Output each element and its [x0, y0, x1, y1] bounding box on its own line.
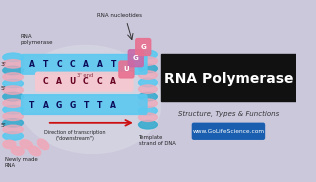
Text: RNA nucleotides: RNA nucleotides: [97, 13, 142, 18]
Ellipse shape: [3, 125, 23, 134]
Ellipse shape: [3, 99, 23, 107]
Ellipse shape: [3, 86, 23, 94]
Text: 3': 3': [1, 62, 7, 67]
Ellipse shape: [139, 113, 157, 121]
FancyBboxPatch shape: [21, 54, 147, 74]
Text: C: C: [42, 77, 48, 86]
Text: G: G: [56, 100, 62, 110]
FancyBboxPatch shape: [192, 123, 264, 139]
FancyBboxPatch shape: [36, 72, 133, 91]
Ellipse shape: [11, 147, 24, 155]
Text: C: C: [96, 77, 102, 86]
Text: G: G: [140, 44, 146, 50]
Text: 5': 5': [1, 123, 7, 128]
Ellipse shape: [139, 85, 157, 93]
Ellipse shape: [139, 71, 157, 79]
Ellipse shape: [3, 60, 23, 68]
FancyBboxPatch shape: [21, 95, 147, 114]
Ellipse shape: [3, 140, 16, 149]
Text: RNA Polymerase: RNA Polymerase: [164, 72, 293, 86]
Text: T: T: [83, 100, 89, 110]
Text: A: A: [110, 77, 116, 86]
FancyBboxPatch shape: [119, 61, 134, 78]
Text: U: U: [124, 66, 129, 72]
Text: G: G: [70, 100, 76, 110]
Text: Template
strand of DNA: Template strand of DNA: [139, 135, 175, 146]
Ellipse shape: [3, 79, 23, 88]
Text: A: A: [42, 100, 48, 110]
Ellipse shape: [3, 106, 23, 114]
Bar: [161, 54, 296, 101]
Text: C: C: [83, 77, 88, 86]
Bar: [161, 6, 296, 176]
Ellipse shape: [139, 50, 157, 59]
Ellipse shape: [3, 53, 23, 62]
Text: T: T: [29, 100, 34, 110]
Ellipse shape: [139, 120, 157, 129]
Ellipse shape: [28, 146, 41, 156]
Ellipse shape: [3, 119, 23, 127]
Ellipse shape: [3, 92, 23, 101]
Text: A: A: [110, 100, 116, 110]
Text: A: A: [83, 60, 89, 69]
Ellipse shape: [37, 139, 49, 150]
Ellipse shape: [139, 106, 157, 115]
Ellipse shape: [16, 46, 161, 153]
Text: G: G: [133, 55, 139, 61]
Text: A: A: [29, 60, 35, 69]
Text: Structure, Types & Functions: Structure, Types & Functions: [178, 110, 279, 116]
Text: RNA
polymerase: RNA polymerase: [21, 34, 53, 45]
Ellipse shape: [139, 64, 157, 73]
Text: A: A: [56, 77, 61, 86]
Ellipse shape: [3, 132, 23, 140]
Text: Direction of transcription
("downstream"): Direction of transcription ("downstream"…: [44, 130, 106, 141]
Ellipse shape: [139, 99, 157, 107]
FancyBboxPatch shape: [136, 39, 151, 56]
Text: A: A: [97, 60, 103, 69]
Ellipse shape: [139, 92, 157, 101]
Text: www.GoLifeScience.com: www.GoLifeScience.com: [192, 129, 264, 134]
FancyBboxPatch shape: [128, 50, 143, 67]
Text: 3' end: 3' end: [77, 73, 93, 78]
Text: Newly made
RNA: Newly made RNA: [5, 157, 37, 168]
Ellipse shape: [20, 140, 33, 149]
Text: C: C: [70, 60, 76, 69]
Ellipse shape: [3, 66, 23, 75]
Text: 5': 5': [1, 86, 7, 91]
Text: T: T: [97, 100, 102, 110]
Ellipse shape: [3, 112, 23, 120]
Ellipse shape: [139, 57, 157, 65]
Text: T: T: [43, 60, 48, 69]
Ellipse shape: [139, 78, 157, 87]
Ellipse shape: [3, 73, 23, 81]
Text: U: U: [69, 77, 75, 86]
Text: T: T: [111, 60, 116, 69]
Text: C: C: [56, 60, 62, 69]
